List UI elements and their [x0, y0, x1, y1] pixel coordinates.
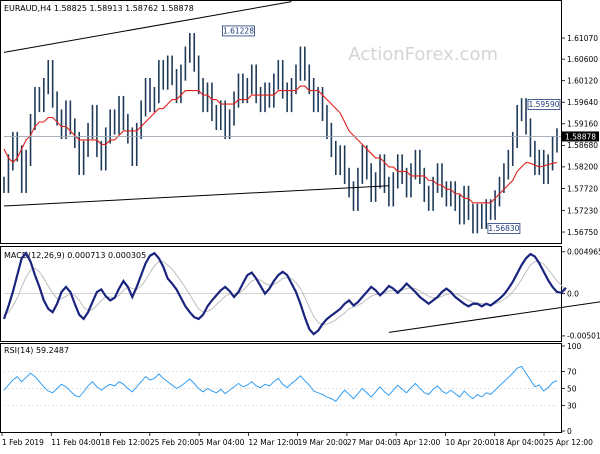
axis-layer: 1.61070 1.60600 1.60120 1.59640 1.59160 1.586… [1, 34, 600, 447]
current-price-label: 1.58878 [565, 132, 596, 141]
price-axis-tick-label: 1.59160 [567, 120, 598, 129]
price-axis-tick-label: 1.56750 [567, 228, 598, 237]
price-axis-tick-label: 1.58680 [567, 141, 598, 150]
price-axis-tick-label: 1.57230 [567, 206, 598, 215]
macd-signal-line [3, 261, 567, 326]
rsi-axis-tick-label: 50 [567, 384, 577, 393]
price-panel-frame [0, 0, 562, 244]
time-tick-label: 10 Apr 20:00 [445, 438, 494, 447]
price-title: EURAUD,H4 1.58825 1.58913 1.58762 1.5887… [4, 4, 194, 13]
macd-layer [2, 251, 600, 336]
rsi-axis-tick-label: 0 [567, 427, 572, 436]
price-annotation-box [487, 223, 521, 234]
macd-axis-tick-label: 0.0 [567, 289, 579, 298]
macd-title: MACD(12,26,9) 0.000713 0.000305 [4, 251, 146, 260]
price-annotation-box [222, 25, 255, 37]
macd-trend-line [388, 301, 600, 333]
macd-axis-tick-label: -0.005013 [567, 332, 600, 341]
rsi-axis-tick-label: 100 [567, 342, 582, 351]
rsi-panel-frame [0, 343, 562, 433]
price-annotation-label: 1.56830 [488, 224, 519, 233]
price-axis-tick-label: 1.59640 [567, 98, 598, 107]
time-tick-label: 11 Feb 04:00 [51, 438, 100, 447]
rsi-axis-tick-label: 70 [567, 367, 577, 376]
price-axis-tick-label: 1.60600 [567, 55, 598, 64]
trend-line [3, 1, 292, 53]
time-tick-label: 3 Apr 12:00 [396, 438, 440, 447]
price-axis-tick-label: 1.61070 [567, 34, 598, 43]
time-tick-label: 18 Apr 04:00 [495, 438, 544, 447]
price-axis-tick-label: 1.58200 [567, 163, 598, 172]
price-annotation-label: 1.61228 [223, 27, 254, 36]
price-annotation-label: 1.59590 [528, 100, 559, 109]
rsi-layer [3, 365, 558, 406]
time-tick-label: 19 Mar 20:00 [298, 438, 348, 447]
moving-average-line [3, 85, 558, 204]
watermark: ActionForex.com [348, 44, 498, 65]
price-annotation-box [527, 99, 561, 110]
macd-main-line [2, 251, 567, 336]
time-tick-label: 27 Mar 04:00 [347, 438, 397, 447]
time-tick-label: 18 Feb 12:00 [101, 438, 150, 447]
rsi-line [3, 365, 558, 402]
time-tick-label: 12 Mar 12:00 [248, 438, 298, 447]
price-axis-tick-label: 1.60120 [567, 76, 598, 85]
trend-line [3, 185, 389, 207]
time-tick-label: 5 Mar 04:00 [199, 438, 245, 447]
macd-axis-tick-label: 0.004965 [567, 248, 600, 257]
price-layer: 1.61228 1.59590 1.56830 [3, 1, 561, 234]
rsi-title: RSI(14) 59.2487 [4, 346, 69, 355]
current-price-tag [562, 131, 599, 142]
time-tick-label: 25 Feb 20:00 [150, 438, 199, 447]
time-tick-label: 25 Apr 12:00 [544, 438, 593, 447]
price-axis-tick-label: 1.57720 [567, 184, 598, 193]
time-tick-label: 1 Feb 2019 [2, 438, 44, 447]
rsi-axis-tick-label: 30 [567, 401, 577, 410]
